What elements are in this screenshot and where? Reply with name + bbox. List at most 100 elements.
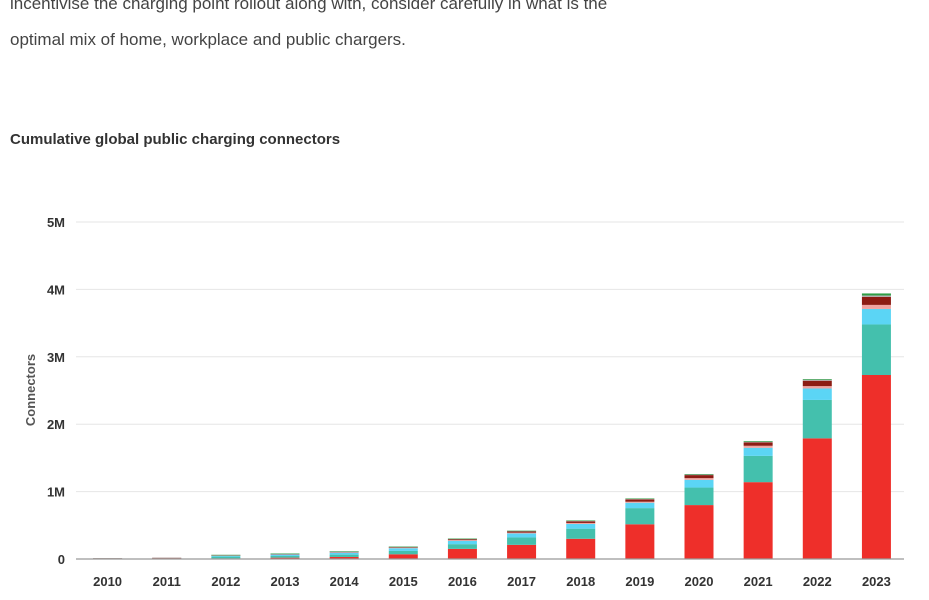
- bar-segment: [625, 499, 655, 502]
- bar-segment: [684, 478, 714, 480]
- x-tick-label: 2011: [153, 574, 181, 589]
- x-tick-label: 2018: [566, 574, 595, 589]
- bar-segment: [625, 498, 655, 500]
- bar-segment: [861, 374, 891, 559]
- bar-segment: [507, 544, 537, 559]
- x-tick-label: 2021: [744, 574, 773, 589]
- bar-segment: [211, 555, 241, 557]
- y-axis-title: Connectors: [23, 354, 38, 426]
- bar-segment: [743, 441, 773, 443]
- bar-segment: [743, 482, 773, 559]
- bar-segment: [566, 520, 596, 522]
- bar-segment: [388, 547, 418, 548]
- bar-segment: [861, 308, 891, 325]
- y-tick-label: 2M: [47, 417, 65, 432]
- bar-segment: [802, 399, 832, 439]
- bar-segment: [743, 445, 773, 448]
- bar-segment: [802, 386, 832, 389]
- x-tick-label: 2016: [448, 574, 477, 589]
- bar-segment: [802, 379, 832, 380]
- bar-segment: [507, 533, 537, 538]
- bar-segment: [388, 547, 418, 549]
- bar-segment: [329, 551, 359, 552]
- y-tick-label: 3M: [47, 350, 65, 365]
- bar-segment: [625, 501, 655, 503]
- bar-segment: [625, 508, 655, 525]
- bar-segment: [507, 531, 537, 533]
- x-tick-label: 2012: [211, 574, 240, 589]
- x-tick-label: 2014: [330, 574, 360, 589]
- bar-segment: [270, 557, 300, 559]
- bar-segment: [447, 544, 477, 549]
- bar-segment: [447, 540, 477, 545]
- bar-segment: [861, 293, 891, 296]
- bar-segment: [684, 479, 714, 488]
- bar-segment: [211, 556, 241, 559]
- bar-segment: [802, 438, 832, 559]
- x-tick-label: 2017: [507, 574, 536, 589]
- intro-line-1: incentivise the charging point rollout a…: [10, 0, 608, 13]
- bar-segment: [566, 521, 596, 523]
- x-tick-label: 2010: [93, 574, 122, 589]
- bar-segment: [566, 522, 596, 524]
- bar-segment: [447, 548, 477, 559]
- bar-segment: [329, 552, 359, 555]
- bar-segment: [270, 554, 300, 555]
- bar-segment: [388, 548, 418, 551]
- bar-segment: [388, 550, 418, 555]
- bar-segment: [447, 538, 477, 540]
- bar-segment: [802, 388, 832, 400]
- bar-segment: [861, 304, 891, 309]
- bar-segment: [270, 554, 300, 556]
- bar-segment: [152, 557, 182, 559]
- x-tick-label: 2015: [389, 574, 418, 589]
- bar-segment: [684, 505, 714, 559]
- bar-segment: [211, 554, 241, 556]
- bar-segment: [211, 555, 241, 556]
- intro-line-2: optimal mix of home, workplace and publi…: [10, 30, 406, 49]
- bar-segment: [93, 558, 123, 559]
- bar-segment: [625, 524, 655, 559]
- y-tick-label: 1M: [47, 485, 65, 500]
- bar-segment: [566, 523, 596, 529]
- bar-segment: [743, 441, 773, 442]
- bar-segment: [802, 380, 832, 387]
- intro-text: incentivise the charging point rollout a…: [10, 0, 710, 58]
- bar-segment: [566, 538, 596, 559]
- bar-segment: [625, 502, 655, 509]
- y-tick-label: 4M: [47, 282, 65, 297]
- bar-segment: [566, 528, 596, 539]
- x-tick-label: 2013: [271, 574, 300, 589]
- x-tick-label: 2020: [685, 574, 714, 589]
- y-tick-label: 0: [58, 552, 65, 567]
- bar-segment: [743, 442, 773, 446]
- bar-segment: [270, 553, 300, 555]
- bar-segment: [507, 530, 537, 532]
- bar-segment: [447, 540, 477, 541]
- y-tick-label: 5M: [47, 215, 65, 230]
- bar-segment: [684, 475, 714, 479]
- bar-segment: [507, 537, 537, 545]
- bar-segment: [802, 379, 832, 381]
- bar-segment: [566, 520, 596, 521]
- bar-segment: [625, 498, 655, 499]
- bar-segment: [684, 474, 714, 476]
- bar-segment: [388, 554, 418, 559]
- bar-segment: [507, 532, 537, 534]
- bar-segment: [329, 554, 359, 557]
- bar-segment: [743, 455, 773, 483]
- bar-segment: [861, 324, 891, 375]
- x-tick-label: 2023: [862, 574, 891, 589]
- x-tick-label: 2019: [625, 574, 654, 589]
- chart-title: Cumulative global public charging connec…: [10, 131, 341, 148]
- bar-segment: [270, 555, 300, 558]
- bar-segment: [861, 296, 891, 305]
- bar-segment: [684, 474, 714, 475]
- x-tick-label: 2022: [803, 574, 832, 589]
- bar-segment: [329, 556, 359, 559]
- bar-segment: [329, 552, 359, 553]
- bar-segment: [743, 447, 773, 456]
- bar-segment: [447, 539, 477, 541]
- bar-segment: [388, 546, 418, 548]
